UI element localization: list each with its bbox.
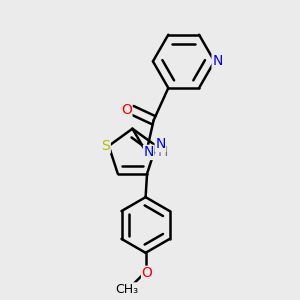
Text: S: S: [101, 139, 110, 153]
Text: O: O: [142, 266, 152, 280]
Text: N: N: [143, 146, 154, 159]
Text: N: N: [155, 137, 166, 152]
Text: CH₃: CH₃: [115, 283, 138, 296]
Text: O: O: [121, 103, 132, 117]
Text: H: H: [157, 146, 168, 159]
Text: N: N: [212, 54, 223, 68]
